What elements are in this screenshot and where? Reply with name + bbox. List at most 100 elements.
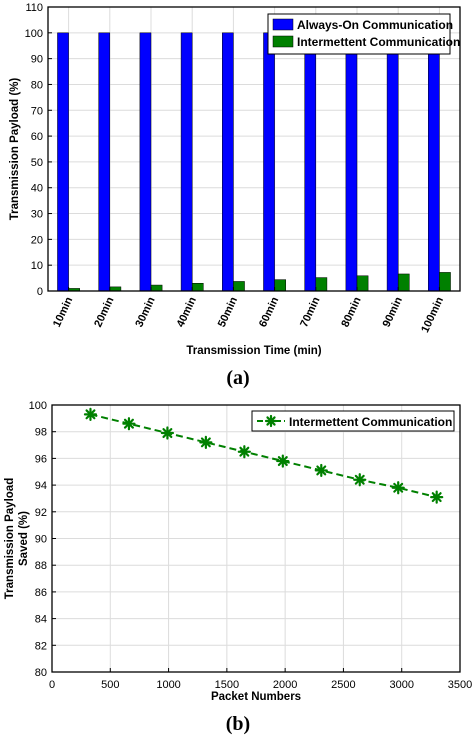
x-tick-label: 40min [175, 295, 199, 329]
y-tick-label: 92 [35, 507, 47, 519]
y-tick-label: 86 [35, 587, 47, 599]
legend-label: Intermettent Communication [289, 415, 452, 429]
asterisk-marker [391, 481, 405, 495]
x-axis-label-b: Packet Numbers [211, 691, 301, 703]
y-tick-label: 80 [31, 79, 43, 91]
legend-box [267, 13, 451, 55]
bars-a [57, 32, 451, 292]
y-ticks-b: 80 82 84 86 88 90 92 94 96 98 100 [29, 400, 56, 679]
y-tick-label: 98 [35, 427, 47, 439]
x-tick-label: 100min [419, 295, 446, 335]
asterisk-marker [199, 435, 213, 449]
x-tick-label: 1000 [156, 679, 180, 691]
bar-always-on [386, 32, 399, 292]
asterisk-stroke [266, 416, 276, 426]
x-tick-label: 500 [101, 679, 119, 691]
x-ticks-b: 0 500 1000 1500 2000 2500 3000 3500 [49, 668, 472, 691]
asterisk-stroke [431, 492, 442, 503]
x-tick-label: 30min [133, 295, 157, 329]
asterisk-stroke [239, 446, 250, 457]
asterisk-stroke [162, 428, 173, 439]
asterisk-marker [160, 426, 175, 440]
bar-intermettent [150, 284, 163, 292]
bar-always-on [98, 32, 111, 292]
legend-b: Intermettent Communication [251, 410, 455, 432]
x-tick-label: 3000 [389, 679, 413, 691]
y-tick-label: 10 [31, 260, 43, 272]
bar-intermettent [439, 272, 451, 292]
x-tick-label: 3500 [448, 679, 472, 691]
bar-always-on [304, 32, 317, 292]
bar-always-on [180, 32, 193, 292]
x-tick-label: 20min [92, 295, 116, 329]
y-tick-label: 80 [35, 667, 47, 679]
asterisk-stroke [85, 409, 96, 420]
bar-intermettent [356, 275, 369, 292]
bar-intermettent [274, 279, 286, 292]
x-tick-label: 2500 [331, 679, 355, 691]
y-tick-label: 82 [35, 640, 47, 652]
legend-label: Intermettent Communication [297, 35, 460, 49]
y-tick-label: 30 [31, 209, 43, 221]
asterisk-marker [430, 490, 444, 504]
plot-frame-a [47, 6, 461, 292]
x-tick-label: 10min [51, 295, 75, 329]
y-tick-label: 100 [25, 28, 43, 40]
y-ticks-a: 0 10 20 30 40 50 60 70 80 90 100 110 [25, 2, 52, 298]
y-tick-label: 88 [35, 560, 47, 572]
line-chart-b: 80 82 84 86 88 90 92 94 96 98 100 0 500 1000 1500 2000… [4, 400, 472, 735]
x-tick-label: 70min [298, 295, 322, 329]
asterisk-stroke [316, 465, 327, 476]
x-axis-label-a: Transmission Time (min) [186, 345, 321, 357]
legend-swatch [272, 18, 294, 31]
asterisk-marker [264, 414, 278, 428]
asterisk-marker [314, 463, 328, 478]
y-tick-label: 0 [37, 286, 43, 298]
y-axis-label-a: Transmission Payload (%) [9, 78, 21, 221]
bar-chart-a: 0 10 20 30 40 50 60 70 80 90 100 110 10min 20min 30mi… [9, 2, 461, 389]
x-tick-label: 80min [339, 295, 363, 329]
asterisk-marker [122, 417, 136, 431]
x-tick-label: 1500 [215, 679, 239, 691]
legend-a: Always-On Communication Intermettent Comm… [267, 13, 460, 55]
asterisk-marker [276, 454, 290, 468]
panel-label-b: (b) [226, 713, 250, 735]
bar-intermettent [233, 281, 245, 292]
bar-always-on [57, 32, 69, 292]
y-tick-label: 84 [35, 614, 47, 626]
y-tick-label: 40 [31, 183, 43, 195]
series-b [83, 407, 444, 504]
x-tick-label: 90min [381, 295, 405, 329]
x-ticks-a: 10min 20min 30min 40min 50min 60min 70min 80min… [51, 287, 446, 335]
y-axis-label-b-line1: Transmission Payload [4, 478, 16, 599]
y-tick-label: 60 [31, 131, 43, 143]
y-tick-label: 90 [35, 534, 47, 546]
series-line-intermettent [90, 413, 437, 499]
panel-label-a: (a) [226, 367, 249, 389]
y-tick-label: 94 [35, 480, 47, 492]
bar-intermettent [191, 283, 204, 292]
x-tick-label: 0 [49, 679, 55, 691]
bar-always-on [263, 32, 275, 292]
y-tick-label: 96 [35, 453, 47, 465]
legend-label: Always-On Communication [297, 18, 453, 32]
bar-intermettent [397, 273, 410, 292]
y-tick-label: 110 [25, 2, 43, 14]
legend-box [251, 410, 455, 432]
y-tick-label: 90 [31, 54, 43, 66]
asterisk-marker [353, 473, 367, 487]
bar-always-on [222, 32, 234, 292]
x-tick-label: 60min [257, 295, 281, 329]
x-tick-label: 50min [216, 295, 240, 329]
legend-swatch [272, 35, 294, 48]
y-tick-label: 100 [29, 400, 47, 412]
asterisk-stroke [354, 474, 365, 485]
y-tick-label: 20 [31, 234, 43, 246]
bar-always-on [139, 32, 152, 292]
asterisk-stroke [123, 418, 134, 429]
asterisk-marker [237, 445, 251, 459]
asterisk-stroke [393, 482, 404, 493]
bar-always-on [345, 32, 358, 292]
y-tick-label: 50 [31, 157, 43, 169]
